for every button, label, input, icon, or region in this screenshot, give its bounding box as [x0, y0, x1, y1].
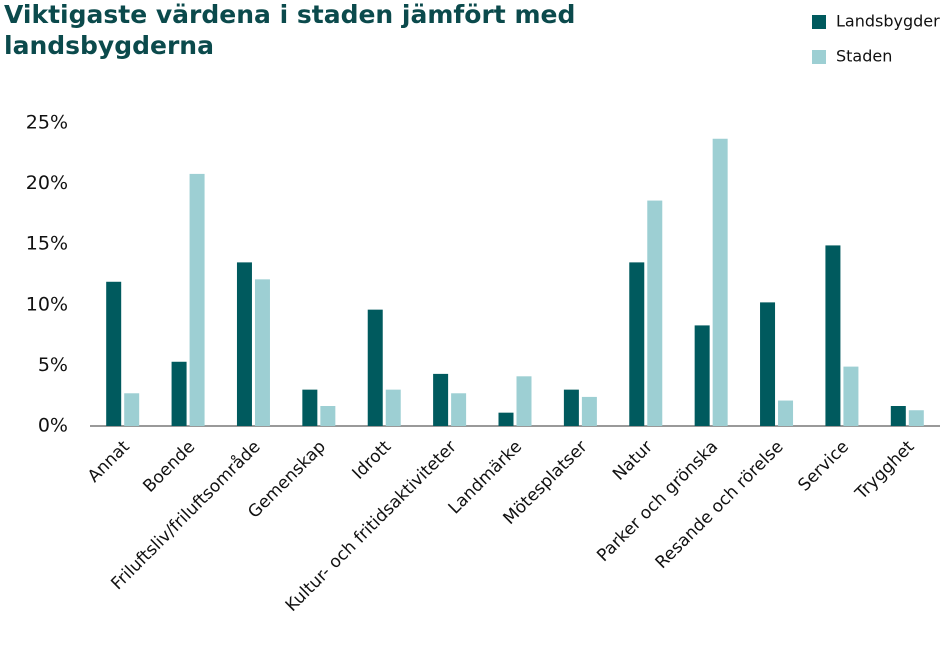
legend-swatch: [812, 50, 826, 64]
bar: [236, 262, 252, 426]
bar: [778, 400, 794, 426]
bar: [647, 200, 663, 426]
bar: [171, 361, 187, 426]
x-tick-label: Service: [794, 437, 853, 496]
y-tick-label: 25%: [26, 112, 68, 134]
chart-title: landsbygderna: [4, 31, 214, 60]
bar: [254, 279, 270, 426]
bar: [124, 393, 140, 426]
x-tick-label: Natur: [609, 437, 657, 485]
legend-label: Staden: [836, 47, 892, 66]
bar: [760, 302, 776, 426]
y-tick-label: 0%: [38, 415, 68, 437]
x-tick-label: Trygghet: [851, 437, 919, 505]
bar: [908, 410, 924, 426]
bar: [890, 406, 906, 426]
chart-title: Viktigaste värdena i staden jämfört med: [4, 0, 575, 29]
x-tick-label: Boende: [139, 437, 199, 497]
bar: [320, 406, 336, 426]
bar: [106, 281, 122, 426]
bar: [433, 373, 449, 426]
y-tick-label: 15%: [26, 233, 68, 255]
bar: [385, 389, 401, 426]
x-tick-label: Resande och rörelse: [652, 437, 788, 573]
y-tick-label: 5%: [38, 354, 68, 376]
bar: [563, 389, 579, 426]
x-tick-label: Annat: [84, 437, 134, 487]
bar: [629, 262, 645, 426]
legend-label: Landsbygder: [836, 12, 940, 31]
bar: [843, 366, 859, 426]
x-tick-label: Parker och grönska: [593, 437, 722, 566]
bar: [302, 389, 318, 426]
bar: [712, 138, 728, 427]
bar: [825, 245, 841, 426]
bar: [451, 393, 467, 426]
bar: [694, 325, 710, 426]
bar: [516, 376, 532, 426]
bar: [498, 412, 514, 426]
y-tick-label: 10%: [26, 293, 68, 315]
legend-swatch: [812, 15, 826, 29]
bar: [367, 309, 383, 426]
y-tick-label: 20%: [26, 172, 68, 194]
bar: [581, 396, 597, 426]
bar: [189, 173, 205, 426]
x-tick-label: Idrott: [349, 437, 396, 484]
